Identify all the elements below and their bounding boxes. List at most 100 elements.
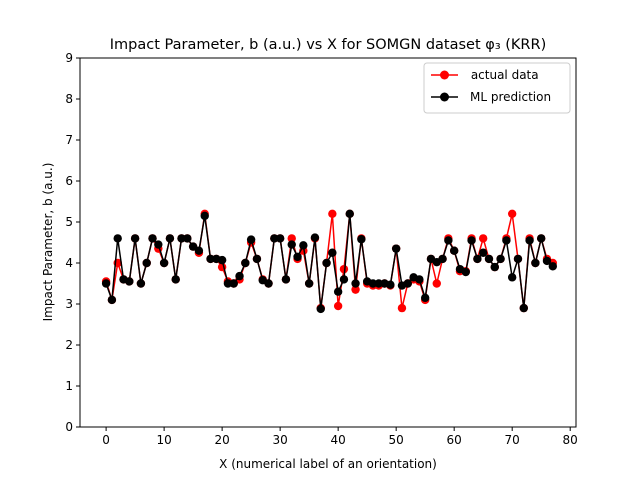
data-point-ml-prediction	[270, 234, 279, 243]
data-point-ml-prediction	[293, 252, 302, 262]
data-point-ml-prediction	[403, 279, 412, 288]
data-point-ml-prediction	[473, 254, 482, 264]
data-point-ml-prediction	[101, 279, 111, 288]
y-tick-label: 3	[65, 297, 73, 311]
legend-label-ml-prediction: ML prediction	[470, 90, 551, 104]
data-point-ml-prediction	[142, 258, 151, 268]
y-axis-label: Impact Parameter, b (a.u.)	[41, 163, 55, 322]
data-point-ml-prediction	[519, 303, 528, 313]
data-point-ml-prediction	[484, 254, 494, 264]
plot-frame	[79, 57, 577, 428]
data-point-ml-prediction	[536, 234, 546, 243]
chart-title: Impact Parameter, b (a.u.) vs X for SOMG…	[110, 37, 547, 53]
data-point-actual-data	[397, 303, 407, 313]
x-tick-label: 50	[389, 433, 404, 447]
y-tick-label: 7	[65, 133, 73, 147]
data-point-ml-prediction	[148, 234, 157, 243]
y-tick-label: 1	[65, 379, 73, 393]
legend-marker-actual-data	[440, 70, 449, 80]
data-point-ml-prediction	[322, 258, 331, 268]
data-point-ml-prediction	[136, 279, 146, 288]
x-tick-label: 60	[447, 433, 462, 447]
data-point-ml-prediction	[415, 275, 424, 284]
x-tick-label: 30	[272, 433, 287, 447]
data-point-ml-prediction	[328, 248, 337, 257]
y-tick-label: 9	[65, 51, 73, 65]
data-point-ml-prediction	[420, 293, 430, 303]
data-point-ml-prediction	[159, 258, 169, 268]
data-point-actual-data	[351, 285, 360, 294]
data-point-ml-prediction	[154, 240, 163, 249]
data-point-ml-prediction	[478, 248, 488, 257]
data-point-ml-prediction	[357, 235, 366, 244]
x-axis-label: X (numerical label of an orientation)	[219, 457, 437, 471]
data-point-ml-prediction	[490, 262, 499, 272]
data-point-ml-prediction	[188, 242, 198, 251]
data-point-ml-prediction	[449, 246, 459, 255]
data-point-ml-prediction	[275, 234, 285, 243]
data-point-actual-data	[333, 301, 343, 311]
data-point-ml-prediction	[391, 244, 401, 253]
data-point-ml-prediction	[513, 254, 523, 264]
data-point-ml-prediction	[200, 211, 209, 221]
data-point-ml-prediction	[281, 275, 291, 284]
data-point-ml-prediction	[444, 236, 453, 245]
data-point-ml-prediction	[548, 262, 557, 271]
legend-marker-ml-prediction	[440, 92, 449, 102]
data-point-ml-prediction	[229, 279, 238, 288]
data-point-ml-prediction	[113, 234, 122, 243]
x-tick-label: 0	[102, 433, 110, 447]
x-tick-label: 40	[331, 433, 346, 447]
data-point-ml-prediction	[177, 234, 186, 243]
data-point-actual-data	[287, 234, 296, 243]
data-point-ml-prediction	[252, 254, 262, 264]
data-point-ml-prediction	[531, 258, 540, 268]
data-point-actual-data	[507, 209, 517, 218]
x-tick-label: 80	[563, 433, 578, 447]
data-point-ml-prediction	[467, 236, 476, 245]
data-point-ml-prediction	[339, 275, 349, 284]
y-tick-label: 0	[65, 420, 73, 434]
x-tick-label: 10	[156, 433, 171, 447]
data-point-ml-prediction	[299, 241, 308, 250]
y-tick-label: 2	[65, 338, 73, 352]
data-point-ml-prediction	[241, 258, 250, 268]
data-point-ml-prediction	[386, 280, 395, 289]
data-point-ml-prediction	[525, 236, 534, 245]
data-point-ml-prediction	[235, 271, 244, 281]
data-point-ml-prediction	[316, 304, 325, 314]
data-point-ml-prediction	[165, 234, 175, 243]
data-point-ml-prediction	[130, 234, 140, 243]
axes: 0 10 20 30 40 50 60 70 80 0 1 2 3 4 5 6 7 8 9	[65, 51, 577, 447]
data-point-ml-prediction	[194, 246, 204, 255]
data-point-ml-prediction	[183, 234, 192, 243]
data-point-ml-prediction	[333, 287, 343, 296]
data-point-actual-data	[478, 234, 488, 243]
plot-area	[101, 209, 557, 314]
data-point-ml-prediction	[345, 209, 354, 218]
data-point-ml-prediction	[461, 267, 470, 277]
data-point-actual-data	[339, 264, 349, 274]
y-tick-label: 4	[65, 256, 73, 270]
data-point-ml-prediction	[107, 295, 117, 305]
data-point-ml-prediction	[264, 279, 273, 288]
data-point-actual-data	[432, 279, 441, 288]
data-point-ml-prediction	[542, 256, 552, 266]
data-point-ml-prediction	[351, 279, 360, 288]
data-point-ml-prediction	[223, 279, 233, 288]
data-point-ml-prediction	[502, 236, 511, 245]
x-tick-label: 20	[214, 433, 229, 447]
data-point-ml-prediction	[246, 235, 256, 244]
legend-label-actual-data: actual data	[467, 68, 539, 82]
data-point-ml-prediction	[368, 279, 378, 288]
legend: actual data ML prediction	[423, 62, 571, 114]
data-point-ml-prediction	[496, 254, 505, 264]
data-point-ml-prediction	[217, 255, 227, 265]
data-point-ml-prediction	[125, 277, 134, 286]
data-point-ml-prediction	[310, 233, 320, 242]
legend-frame	[423, 62, 571, 114]
data-point-actual-data	[328, 209, 337, 218]
x-tick-label: 70	[505, 433, 520, 447]
data-point-ml-prediction	[374, 279, 383, 288]
